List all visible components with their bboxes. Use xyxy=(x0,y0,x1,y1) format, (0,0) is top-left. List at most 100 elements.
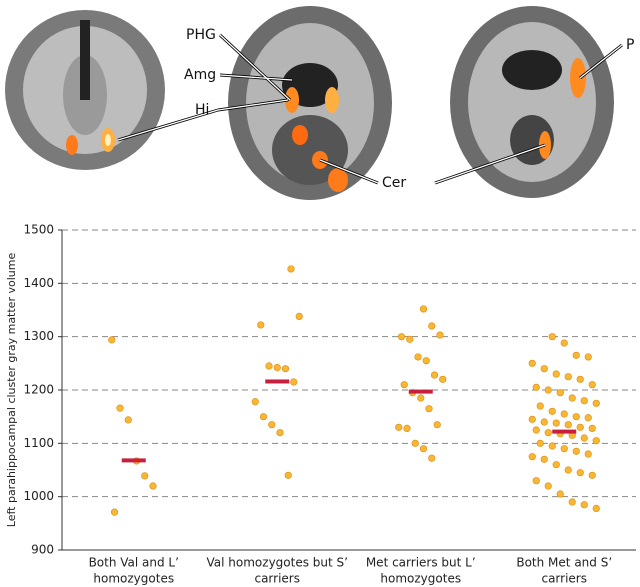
data-point xyxy=(568,498,576,506)
data-point xyxy=(268,421,276,429)
data-point xyxy=(548,333,556,341)
x-tick-label: Both Met and S’ xyxy=(516,556,612,570)
data-point xyxy=(552,419,560,427)
data-point xyxy=(572,447,580,455)
x-tick-label: Both Val and L’ xyxy=(89,556,179,570)
data-point xyxy=(556,490,564,498)
data-point xyxy=(259,413,268,421)
data-point xyxy=(580,397,588,405)
data-point xyxy=(430,371,439,379)
data-point xyxy=(568,394,576,402)
x-tick-label: Met carriers but L’ xyxy=(366,556,476,570)
mean-bar xyxy=(121,458,146,463)
data-point xyxy=(528,453,536,461)
data-point xyxy=(580,501,588,509)
data-point xyxy=(265,362,273,370)
data-point xyxy=(433,421,441,429)
data-point xyxy=(556,389,564,397)
data-point xyxy=(560,339,568,347)
y-tick-label: 1500 xyxy=(23,223,54,237)
data-point xyxy=(588,424,596,433)
region-label: Amg xyxy=(184,67,216,83)
data-point xyxy=(149,482,157,490)
region-label: Hi xyxy=(195,102,209,118)
y-tick-label: 1400 xyxy=(23,276,54,290)
x-tick-label: carriers xyxy=(541,572,587,586)
data-point xyxy=(564,421,572,429)
data-point xyxy=(564,466,572,474)
data-point xyxy=(552,461,560,469)
data-point xyxy=(572,351,580,359)
region-label: Cer xyxy=(382,175,406,191)
brain-images xyxy=(0,0,623,200)
data-point xyxy=(287,265,295,273)
data-point xyxy=(108,336,116,344)
data-point xyxy=(540,418,548,426)
data-point xyxy=(544,429,552,437)
y-tick-label: 1300 xyxy=(23,329,54,343)
x-tick-label: homozygotes xyxy=(93,572,174,586)
data-point xyxy=(588,471,596,479)
data-point xyxy=(422,357,430,365)
data-point xyxy=(580,434,588,442)
data-point xyxy=(528,359,536,367)
data-point xyxy=(584,353,592,361)
data-point xyxy=(560,410,568,418)
data-point xyxy=(419,305,428,313)
data-point xyxy=(116,404,124,412)
y-tick-label: 1000 xyxy=(23,489,54,503)
x-tick-label: homozygotes xyxy=(380,572,461,586)
y-tick-label: 1200 xyxy=(23,383,54,397)
data-point xyxy=(548,442,556,450)
data-point xyxy=(544,386,552,394)
data-point xyxy=(536,402,544,410)
data-point xyxy=(124,416,132,424)
data-point xyxy=(141,472,149,480)
data-point xyxy=(576,469,584,477)
data-point xyxy=(540,365,548,373)
data-point xyxy=(417,394,425,402)
data-point xyxy=(544,482,552,490)
x-tick-label: carriers xyxy=(254,572,300,586)
data-point xyxy=(273,364,281,372)
data-point xyxy=(397,333,406,341)
data-point xyxy=(540,455,548,463)
data-point xyxy=(532,383,540,391)
data-point xyxy=(281,365,290,373)
data-point xyxy=(428,322,436,330)
data-point xyxy=(536,439,544,447)
data-point xyxy=(425,405,433,413)
data-point xyxy=(400,381,408,389)
data-point xyxy=(439,375,447,383)
data-point xyxy=(552,370,560,378)
data-point xyxy=(414,353,422,361)
data-point xyxy=(290,378,298,386)
data-point xyxy=(257,321,265,329)
data-point xyxy=(532,426,540,434)
mean-bar xyxy=(265,379,290,384)
data-point xyxy=(564,373,572,381)
data-point xyxy=(406,335,414,343)
y-tick-label: 1100 xyxy=(23,436,54,450)
data-point xyxy=(584,414,592,422)
data-point xyxy=(436,331,444,339)
data-point xyxy=(395,423,403,431)
data-point xyxy=(428,454,436,462)
data-point xyxy=(560,445,568,453)
data-point xyxy=(548,407,556,415)
region-label: P xyxy=(626,37,634,53)
data-point xyxy=(411,439,419,447)
data-point xyxy=(592,437,600,445)
data-point xyxy=(403,424,411,433)
data-point xyxy=(588,381,596,389)
data-point xyxy=(528,415,536,423)
y-axis-label: Left parahippocampal cluster gray matter… xyxy=(5,253,18,528)
mean-bar xyxy=(552,429,577,434)
data-point xyxy=(532,477,540,485)
data-point xyxy=(295,312,303,321)
data-point xyxy=(592,504,600,513)
data-point xyxy=(576,375,584,383)
data-point xyxy=(110,508,119,516)
data-point xyxy=(584,450,592,458)
